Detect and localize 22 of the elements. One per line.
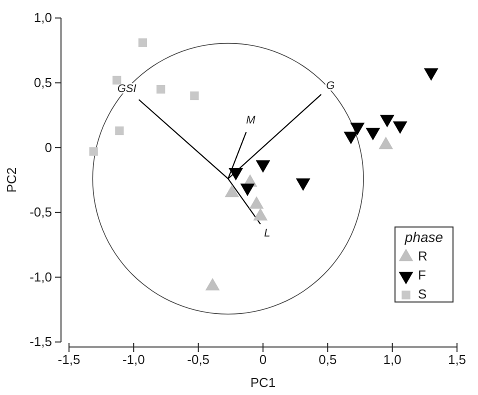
x-tick-label: -1,0: [122, 352, 145, 368]
x-tick-label: 0,5: [318, 352, 337, 368]
x-tick-label: -1,5: [58, 352, 80, 368]
y-tick-label: -1,5: [30, 334, 52, 350]
legend-title: phase: [404, 229, 444, 245]
x-tick-label: 0: [259, 352, 267, 368]
y-tick-label: -1,0: [30, 269, 52, 284]
series-label: L: [264, 227, 270, 240]
y-tick-label: 1,0: [34, 10, 52, 26]
y-tick-label: -0,5: [30, 204, 52, 220]
x-tick-label: -0,5: [187, 352, 210, 368]
legend-label: R: [418, 248, 428, 264]
y-tick-label: 0,5: [34, 74, 52, 90]
legend-label: S: [418, 286, 427, 302]
y-axis-title: PC2: [4, 167, 19, 193]
x-axis-title: PC1: [250, 375, 276, 390]
series-label: G: [326, 80, 336, 92]
x-tick-label: 1,0: [383, 352, 402, 368]
x-tick-label: 1,5: [448, 352, 466, 368]
legend-label: F: [418, 267, 426, 282]
y-tick-label: 0: [44, 140, 52, 155]
series-label: M: [246, 114, 256, 126]
